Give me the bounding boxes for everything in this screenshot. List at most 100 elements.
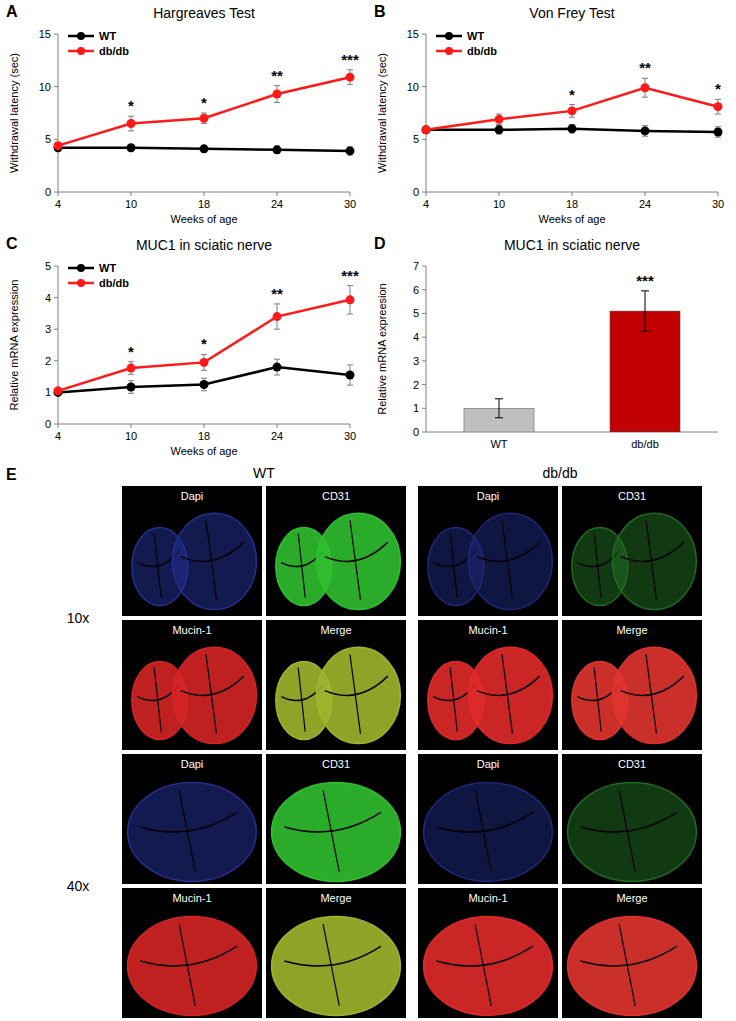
tissue-crack bbox=[475, 924, 491, 1006]
error-cap bbox=[274, 329, 280, 330]
image-background bbox=[562, 888, 702, 1018]
tissue-crack bbox=[325, 676, 388, 695]
error-cap bbox=[642, 125, 648, 126]
plot-area bbox=[54, 286, 355, 397]
x-tick-label: 18 bbox=[198, 198, 210, 210]
y-tick bbox=[422, 266, 426, 267]
x-tick-label: 4 bbox=[423, 198, 429, 210]
x-tick-label: db/db bbox=[631, 438, 659, 450]
image-background bbox=[266, 486, 406, 616]
micrograph: Merge bbox=[562, 620, 702, 750]
x-tick-label: WT bbox=[490, 438, 507, 450]
y-tick bbox=[54, 360, 58, 361]
tissue-crack bbox=[350, 655, 361, 734]
image-background bbox=[122, 620, 262, 750]
y-tick-label: 10 bbox=[39, 81, 51, 93]
channel-label: Dapi bbox=[477, 758, 500, 770]
x-tick-label: 30 bbox=[712, 198, 724, 210]
error-cap bbox=[495, 398, 503, 399]
y-tick bbox=[54, 192, 58, 193]
channel-label: Dapi bbox=[477, 490, 500, 502]
x-tick bbox=[277, 192, 278, 196]
x-tick-label: 10 bbox=[125, 198, 137, 210]
tissue-crack bbox=[594, 667, 601, 731]
tissue-crack bbox=[450, 533, 457, 597]
x-tick-label: 18 bbox=[198, 430, 210, 442]
series-line bbox=[58, 300, 350, 391]
y-tick bbox=[422, 432, 426, 433]
significance: * bbox=[569, 86, 575, 103]
data-point bbox=[127, 383, 136, 392]
nerve-section bbox=[316, 647, 400, 743]
y-tick bbox=[422, 313, 426, 314]
legend-marker bbox=[77, 279, 85, 287]
error-bar bbox=[641, 291, 649, 331]
tissue-crack bbox=[477, 542, 540, 561]
nerve-section bbox=[128, 783, 257, 882]
error-cap bbox=[201, 113, 207, 114]
error-cap bbox=[274, 359, 280, 360]
legend-label: db/db bbox=[99, 45, 129, 57]
error-cap bbox=[128, 361, 134, 362]
significance: * bbox=[201, 94, 207, 111]
y-tick-label: 0 bbox=[413, 426, 419, 438]
error-cap bbox=[641, 290, 649, 291]
channel-label: Dapi bbox=[181, 758, 204, 770]
channel-label: CD31 bbox=[322, 758, 350, 770]
y-tick bbox=[422, 192, 426, 193]
nerve-section bbox=[272, 783, 401, 882]
tissue-crack bbox=[621, 676, 684, 695]
y-tick-label: 5 bbox=[413, 133, 419, 145]
x-tick-label: 24 bbox=[271, 430, 283, 442]
nerve-section bbox=[272, 917, 401, 1016]
x-tick-label: 4 bbox=[55, 430, 61, 442]
error-stem bbox=[499, 399, 500, 418]
y-tick bbox=[54, 424, 58, 425]
error-cap bbox=[128, 393, 134, 394]
data-point bbox=[346, 295, 355, 304]
image-background bbox=[122, 888, 262, 1018]
error-cap bbox=[201, 354, 207, 355]
significance: * bbox=[715, 80, 721, 97]
data-point bbox=[346, 371, 355, 380]
tissue-crack bbox=[621, 542, 684, 561]
image-background bbox=[562, 486, 702, 616]
image-background bbox=[266, 754, 406, 884]
data-point bbox=[346, 146, 355, 155]
y-tick-label: 0 bbox=[413, 186, 419, 198]
y-tick-label: 15 bbox=[407, 28, 419, 40]
nerve-section bbox=[424, 917, 553, 1016]
micrograph: CD31 bbox=[562, 754, 702, 884]
x-tick-label: 30 bbox=[344, 198, 356, 210]
nerve-section bbox=[468, 647, 552, 743]
legend-marker bbox=[77, 32, 85, 40]
error-cap bbox=[715, 99, 721, 100]
y-tick-label: 2 bbox=[413, 379, 419, 391]
tissue-crack bbox=[284, 812, 381, 832]
y-tick bbox=[422, 34, 426, 35]
significance: ** bbox=[639, 59, 651, 76]
image-background bbox=[122, 754, 262, 884]
data-point bbox=[200, 144, 209, 153]
panel-letter: E bbox=[6, 466, 17, 483]
channel-label: Merge bbox=[320, 892, 351, 904]
nerve-section bbox=[612, 647, 696, 743]
data-point bbox=[273, 363, 282, 372]
chart-title: Hargreaves Test bbox=[153, 5, 255, 21]
data-point bbox=[200, 380, 209, 389]
y-tick bbox=[54, 86, 58, 87]
y-tick-label: 5 bbox=[413, 307, 419, 319]
data-point bbox=[54, 141, 63, 150]
legend-item: WT bbox=[436, 30, 484, 42]
x-tick bbox=[204, 192, 205, 196]
tissue-crack bbox=[580, 946, 677, 966]
significance: ** bbox=[271, 285, 283, 302]
y-tick-label: 3 bbox=[45, 323, 51, 335]
nerve-section bbox=[424, 783, 553, 882]
channel-label: Mucin-1 bbox=[468, 624, 507, 636]
panel-letter: C bbox=[6, 235, 18, 252]
legend-item: WT bbox=[68, 262, 116, 274]
y-tick-label: 4 bbox=[45, 292, 51, 304]
data-point bbox=[273, 90, 282, 99]
legend-label: db/db bbox=[99, 277, 129, 289]
